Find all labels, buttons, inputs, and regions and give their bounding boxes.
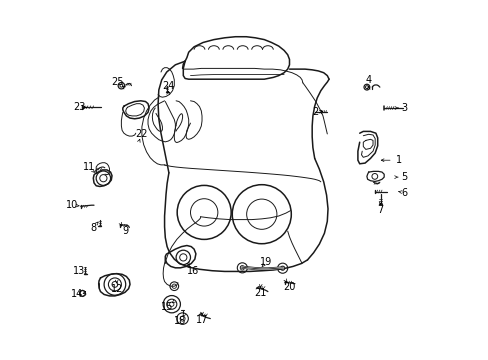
Text: 10: 10: [66, 200, 79, 210]
Text: 22: 22: [135, 129, 148, 139]
Text: 18: 18: [173, 316, 185, 326]
Text: 24: 24: [162, 81, 174, 91]
Text: 17: 17: [195, 315, 208, 325]
Text: 2: 2: [312, 107, 318, 117]
Text: 7: 7: [377, 204, 383, 215]
Text: 14: 14: [71, 289, 83, 300]
Text: 23: 23: [73, 102, 85, 112]
Text: 8: 8: [90, 222, 96, 233]
Text: 13: 13: [73, 266, 85, 276]
Text: 1: 1: [395, 155, 402, 165]
Text: 4: 4: [365, 75, 371, 85]
Text: 20: 20: [283, 282, 295, 292]
Text: 12: 12: [110, 284, 122, 294]
Text: 9: 9: [122, 226, 128, 236]
Text: 11: 11: [82, 162, 95, 172]
Text: 21: 21: [254, 288, 266, 298]
Text: 5: 5: [401, 172, 407, 182]
Text: 6: 6: [401, 188, 407, 198]
Text: 16: 16: [187, 266, 199, 276]
Text: 25: 25: [111, 77, 124, 87]
Text: 19: 19: [260, 257, 272, 267]
Text: 15: 15: [161, 302, 173, 312]
Text: 3: 3: [401, 103, 407, 113]
